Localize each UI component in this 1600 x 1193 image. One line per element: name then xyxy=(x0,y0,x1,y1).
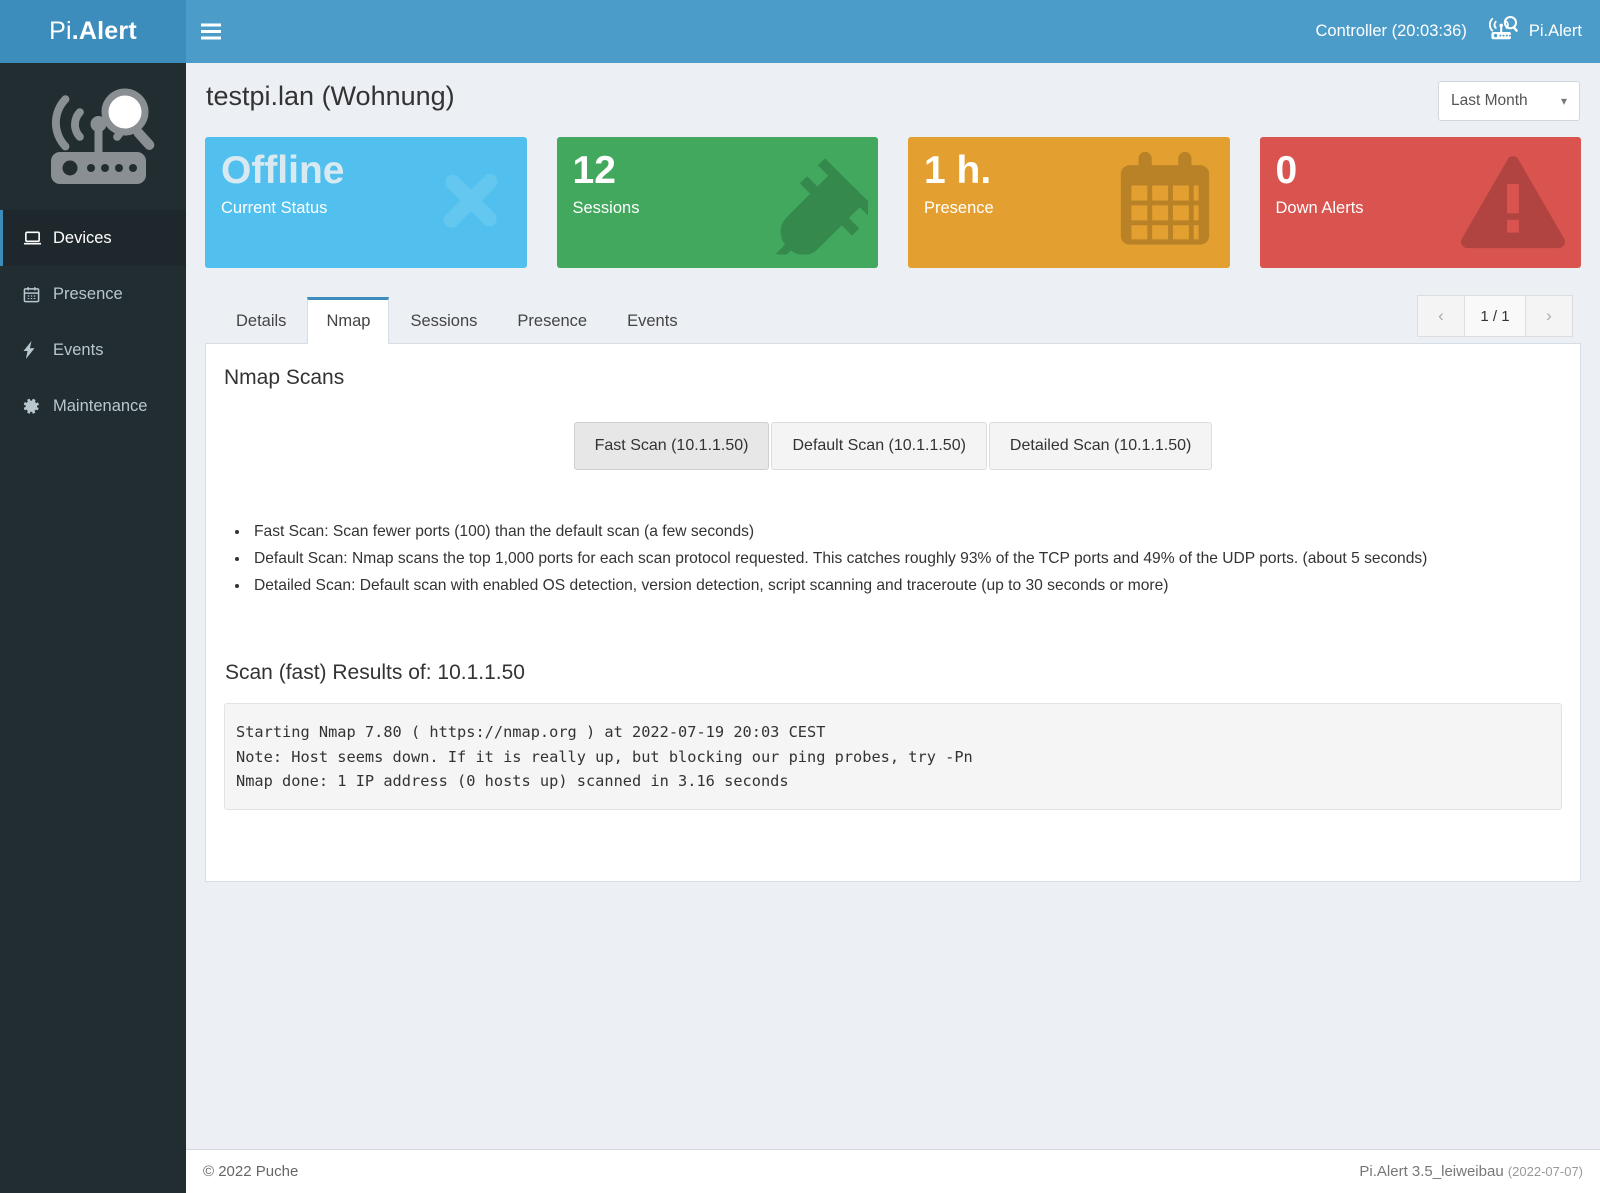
card-value: 12 xyxy=(572,149,616,192)
card-current-status[interactable]: Offline Current Status xyxy=(205,137,527,268)
top-bar: Pi .Alert Controller (20:03:36) xyxy=(0,0,1600,63)
sidebar-item-maintenance[interactable]: Maintenance xyxy=(0,378,186,434)
sidebar-item-events[interactable]: Events xyxy=(0,322,186,378)
footer-version-date: (2022-07-07) xyxy=(1507,1164,1583,1179)
tabs: Details Nmap Sessions Presence Events xyxy=(205,296,697,344)
tab-bar: Details Nmap Sessions Presence Events ‹ … xyxy=(205,295,1581,344)
card-label: Sessions xyxy=(572,198,640,217)
sidebar-item-label: Events xyxy=(53,340,104,359)
bolt-icon xyxy=(23,341,53,359)
content-wrapper: testpi.lan (Wohnung) Last Month ▾ Offlin… xyxy=(186,63,1600,1193)
card-presence[interactable]: 1 h. Presence xyxy=(908,137,1230,268)
brand-suffix: .Alert xyxy=(71,17,137,45)
scan-buttons: Fast Scan (10.1.1.50) Default Scan (10.1… xyxy=(224,422,1562,470)
scan-note: Default Scan: Nmap scans the top 1,000 p… xyxy=(250,546,1562,573)
tab-presence[interactable]: Presence xyxy=(517,312,588,330)
chevron-right-icon[interactable]: › xyxy=(1525,295,1573,337)
card-sessions[interactable]: 12 Sessions xyxy=(556,137,878,268)
default-scan-button[interactable]: Default Scan (10.1.1.50) xyxy=(771,422,987,470)
warning-icon xyxy=(1455,145,1571,260)
brand-logo[interactable]: Pi .Alert xyxy=(0,0,186,63)
sidebar-item-presence[interactable]: Presence xyxy=(0,266,186,322)
footer: © 2022 Puche Pi.Alert 3.5_leiweibau (202… xyxy=(186,1149,1600,1193)
scan-note: Fast Scan: Scan fewer ports (100) than t… xyxy=(250,519,1562,546)
navbar: Controller (20:03:36) xyxy=(186,0,1600,63)
main-content: testpi.lan (Wohnung) Last Month ▾ Offlin… xyxy=(186,63,1600,1149)
fast-scan-button[interactable]: Fast Scan (10.1.1.50) xyxy=(573,422,770,470)
scan-notes: Fast Scan: Scan fewer ports (100) than t… xyxy=(250,519,1562,599)
plug-icon xyxy=(756,146,878,259)
controller-clock[interactable]: Controller (20:03:36) xyxy=(1315,22,1467,40)
pagination: ‹ 1 / 1 › xyxy=(1417,295,1581,343)
card-label: Current Status xyxy=(221,198,328,217)
tab-details[interactable]: Details xyxy=(236,312,287,330)
hamburger-icon[interactable] xyxy=(186,0,236,63)
brand-prefix: Pi xyxy=(49,17,72,45)
sidebar-item-devices[interactable]: Devices xyxy=(0,210,186,266)
page-indicator: 1 / 1 xyxy=(1464,295,1526,337)
scan-note: Detailed Scan: Default scan with enabled… xyxy=(250,573,1562,600)
card-down-alerts[interactable]: 0 Down Alerts xyxy=(1259,137,1581,268)
sidebar-item-label: Devices xyxy=(53,228,112,247)
calendar-icon xyxy=(1110,147,1220,258)
scan-output: Starting Nmap 7.80 ( https://nmap.org ) … xyxy=(224,703,1562,810)
card-label: Down Alerts xyxy=(1275,198,1364,217)
navbar-user-menu[interactable]: Pi.Alert xyxy=(1488,16,1582,47)
nmap-panel: Nmap Scans Fast Scan (10.1.1.50) Default… xyxy=(205,344,1581,882)
footer-copyright: © 2022 Puche xyxy=(203,1163,299,1180)
nmap-heading: Nmap Scans xyxy=(224,366,345,389)
scan-results-title: Scan (fast) Results of: 10.1.1.50 xyxy=(225,661,525,685)
detailed-scan-button[interactable]: Detailed Scan (10.1.1.50) xyxy=(988,422,1213,470)
sidebar: Devices Presence Events xyxy=(0,63,186,1193)
sidebar-item-label: Maintenance xyxy=(53,396,148,415)
card-value: Offline xyxy=(221,149,345,192)
body: Devices Presence Events xyxy=(0,63,1600,1193)
sidebar-item-label: Presence xyxy=(53,284,123,303)
period-select[interactable]: Last Month ▾ xyxy=(1438,81,1580,121)
laptop-icon xyxy=(23,230,53,246)
card-value: 1 h. xyxy=(924,149,992,192)
page-title: testpi.lan (Wohnung) xyxy=(206,81,455,111)
calendar-icon xyxy=(23,286,53,303)
navbar-logo-label: Pi.Alert xyxy=(1528,22,1582,40)
tab-events[interactable]: Events xyxy=(627,312,678,330)
gear-icon xyxy=(23,398,53,415)
tab-sessions[interactable]: Sessions xyxy=(410,312,478,330)
period-select-value: Last Month xyxy=(1451,92,1528,109)
page-header: testpi.lan (Wohnung) Last Month ▾ xyxy=(205,63,1581,137)
navbar-right: Controller (20:03:36) xyxy=(1309,16,1582,47)
times-icon xyxy=(425,154,517,251)
tab-nmap[interactable]: Nmap xyxy=(307,297,390,344)
card-value: 0 xyxy=(1275,149,1298,192)
chevron-left-icon[interactable]: ‹ xyxy=(1417,295,1465,337)
router-scan-icon xyxy=(1488,16,1519,47)
router-scan-logo xyxy=(0,63,186,210)
chevron-down-icon: ▾ xyxy=(1560,94,1567,108)
card-label: Presence xyxy=(924,198,994,217)
footer-version-name: Pi.Alert 3.5_leiweibau xyxy=(1359,1163,1504,1180)
footer-version: Pi.Alert 3.5_leiweibau (2022-07-07) xyxy=(1359,1163,1583,1180)
status-cards: Offline Current Status 12 Sessions xyxy=(205,137,1581,268)
